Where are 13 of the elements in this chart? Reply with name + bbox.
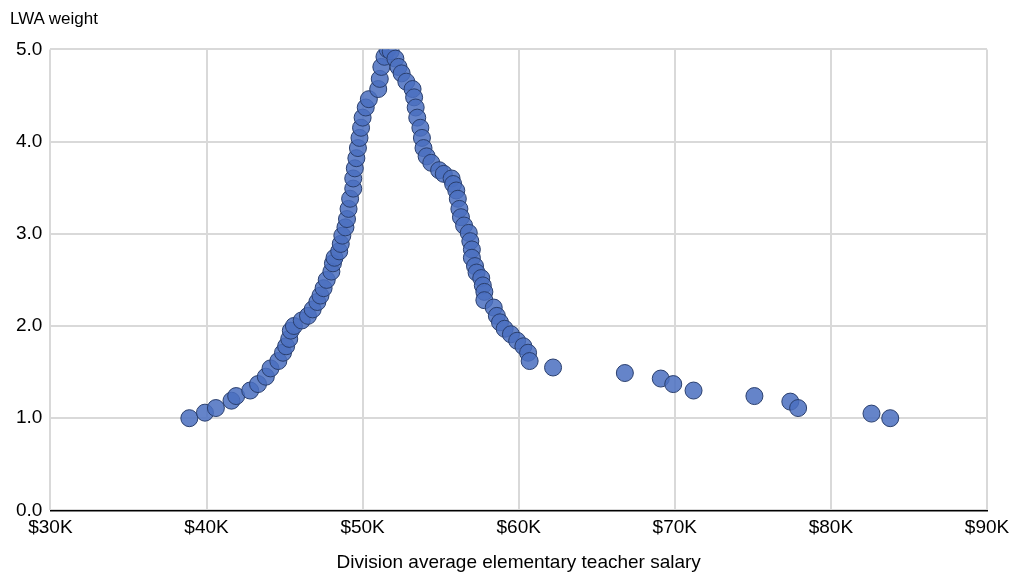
y-tick-label: 2.0 (15, 314, 43, 336)
y-tick-label: 4.0 (15, 129, 43, 151)
y-tick-label: 5.0 (15, 37, 43, 59)
x-tick-label: $50K (340, 516, 386, 538)
x-tick-label: $80K (808, 516, 854, 538)
x-tick-label: $60K (496, 516, 542, 538)
x-tick-label: $90K (964, 516, 1010, 538)
x-axis-title: Division average elementary teacher salary (336, 550, 702, 572)
x-tick-label: $70K (652, 516, 698, 538)
y-axis-title: LWA weight (10, 8, 99, 30)
y-tick-label: 1.0 (15, 406, 43, 428)
x-tick-label: $40K (184, 516, 230, 538)
y-tick-label: 3.0 (15, 222, 43, 244)
